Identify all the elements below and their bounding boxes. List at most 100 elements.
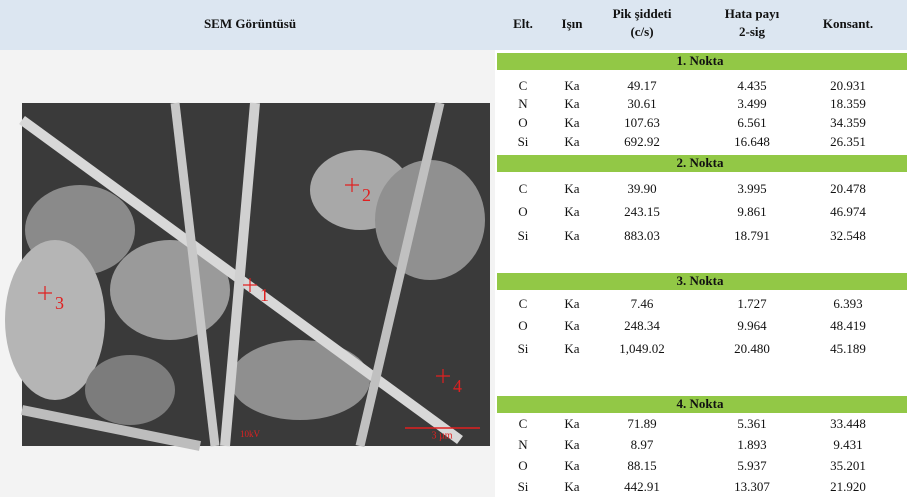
cross-marker bbox=[38, 286, 52, 300]
table-cell: 30.61 bbox=[627, 96, 656, 111]
table-cell: Ka bbox=[564, 341, 579, 356]
column-header: Elt. bbox=[513, 16, 533, 31]
table-cell: Ka bbox=[564, 458, 579, 473]
table-cell: 71.89 bbox=[627, 416, 656, 431]
table-cell: Ka bbox=[564, 318, 579, 333]
table-cell: 8.97 bbox=[631, 437, 654, 452]
point-label: 4 bbox=[453, 376, 462, 396]
table-cell: 9.431 bbox=[833, 437, 862, 452]
table-cell: 32.548 bbox=[830, 228, 866, 243]
table-cell: Ka bbox=[564, 296, 579, 311]
table-cell: 692.92 bbox=[624, 134, 660, 149]
table-cell: Ka bbox=[564, 437, 579, 452]
section-header bbox=[497, 53, 907, 70]
table-cell: 16.648 bbox=[734, 134, 770, 149]
section-title: 3. Nokta bbox=[677, 273, 724, 288]
table-cell: C bbox=[519, 416, 528, 431]
column-header: Hata payı bbox=[725, 6, 780, 21]
table-cell: 26.351 bbox=[830, 134, 866, 149]
table-cell: 7.46 bbox=[631, 296, 654, 311]
voltage-label: 10kV bbox=[240, 429, 261, 439]
table-cell: 248.34 bbox=[624, 318, 660, 333]
table-cell: 49.17 bbox=[627, 78, 657, 93]
table-cell: C bbox=[519, 78, 528, 93]
table-cell: 107.63 bbox=[624, 115, 660, 130]
cross-marker bbox=[243, 278, 257, 292]
cross-marker bbox=[436, 369, 450, 383]
table-cell: 6.393 bbox=[833, 296, 862, 311]
table-cell: 33.448 bbox=[830, 416, 866, 431]
scale-label: 3 µm bbox=[431, 430, 452, 441]
table-cell: 1.893 bbox=[737, 437, 766, 452]
table-cell: 5.361 bbox=[737, 416, 766, 431]
table-cell: 9.964 bbox=[737, 318, 767, 333]
section-header bbox=[497, 155, 907, 172]
table-cell: 6.561 bbox=[737, 115, 766, 130]
table-cell: 5.937 bbox=[737, 458, 767, 473]
table-cell: 45.189 bbox=[830, 341, 866, 356]
table-cell: 442.91 bbox=[624, 479, 660, 494]
point-markers: 1 2 3 4 10kV 3 µm bbox=[38, 178, 480, 441]
table-cell: Ka bbox=[564, 78, 579, 93]
table-cell: 48.419 bbox=[830, 318, 866, 333]
table-cell: N bbox=[518, 437, 528, 452]
section-title: 4. Nokta bbox=[677, 396, 724, 411]
table-cell: 20.478 bbox=[830, 181, 866, 196]
table-cell: 3.995 bbox=[737, 181, 766, 196]
table-cell: O bbox=[518, 318, 527, 333]
point-label: 2 bbox=[362, 185, 371, 205]
table-cell: Ka bbox=[564, 204, 579, 219]
point-label: 1 bbox=[260, 285, 269, 305]
table-cell: Ka bbox=[564, 96, 579, 111]
cross-marker bbox=[345, 178, 359, 192]
table-cell: Si bbox=[518, 134, 529, 149]
table-cell: Si bbox=[518, 479, 529, 494]
header-title: SEM Görüntüsü bbox=[204, 16, 296, 31]
table-cell: 9.861 bbox=[737, 204, 766, 219]
table-cell: 4.435 bbox=[737, 78, 766, 93]
point-label: 3 bbox=[55, 293, 64, 313]
column-header: Işın bbox=[562, 16, 584, 31]
table-cell: 3.499 bbox=[737, 96, 766, 111]
table-cell: Ka bbox=[564, 228, 579, 243]
table-cell: Ka bbox=[564, 479, 579, 494]
column-header: (c/s) bbox=[630, 24, 653, 39]
table-cell: 1.727 bbox=[737, 296, 767, 311]
table-cell: Ka bbox=[564, 181, 579, 196]
data-table: Elt. Işın Pik şiddeti (c/s) Hata payı 2-sig Ko… bbox=[497, 6, 907, 494]
section-header bbox=[497, 273, 907, 290]
table-cell: 18.359 bbox=[830, 96, 866, 111]
table-cell: 35.201 bbox=[830, 458, 866, 473]
table-cell: Ka bbox=[564, 115, 579, 130]
section-title: 1. Nokta bbox=[677, 53, 724, 68]
table-cell: Ka bbox=[564, 416, 579, 431]
table-cell: 21.920 bbox=[830, 479, 866, 494]
table-cell: C bbox=[519, 181, 528, 196]
column-header: Pik şiddeti bbox=[613, 6, 672, 21]
table-cell: 34.359 bbox=[830, 115, 866, 130]
table-cell: Si bbox=[518, 341, 529, 356]
table-cell: Si bbox=[518, 228, 529, 243]
table-cell: 1,049.02 bbox=[619, 341, 665, 356]
section-title: 2. Nokta bbox=[677, 155, 724, 170]
table-cell: N bbox=[518, 96, 528, 111]
table-cell: 18.791 bbox=[734, 228, 770, 243]
column-header: 2-sig bbox=[739, 24, 766, 39]
table-cell: O bbox=[518, 458, 527, 473]
table-cell: C bbox=[519, 296, 528, 311]
table-cell: 20.480 bbox=[734, 341, 770, 356]
table-cell: Ka bbox=[564, 134, 579, 149]
table-cell: 88.15 bbox=[627, 458, 656, 473]
table-cell: 39.90 bbox=[627, 181, 656, 196]
header-row bbox=[0, 0, 907, 50]
table-cell: 13.307 bbox=[734, 479, 770, 494]
table-cell: O bbox=[518, 115, 527, 130]
sem-image bbox=[5, 101, 490, 451]
table-cell: 243.15 bbox=[624, 204, 660, 219]
table-cell: 20.931 bbox=[830, 78, 866, 93]
table-cell: 883.03 bbox=[624, 228, 660, 243]
section-header bbox=[497, 396, 907, 413]
table-cell: 46.974 bbox=[830, 204, 866, 219]
table-cell: O bbox=[518, 204, 527, 219]
